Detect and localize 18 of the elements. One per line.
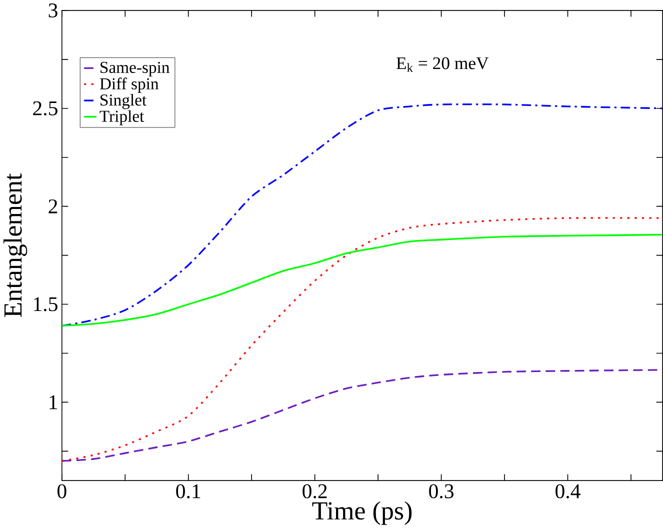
y-tick-label: 2	[48, 199, 58, 214]
y-axis-title: Entanglement	[3, 173, 28, 317]
x-tick-label: 0.2	[302, 484, 327, 498]
y-tick-label: 1.5	[34, 297, 58, 312]
y-tick-label: 3	[48, 3, 58, 18]
legend-label: Singlet	[100, 94, 147, 109]
x-tick-label: 0	[58, 484, 66, 498]
x-tick-label: 0.3	[429, 484, 454, 498]
x-tick-label: 0.1	[176, 484, 200, 498]
x-tick-label: 0.4	[556, 484, 580, 498]
x-axis-title: Time (ps)	[312, 501, 412, 525]
y-tick-label: 1	[50, 395, 57, 409]
y-tick-label: 2.5	[33, 101, 58, 116]
legend-label: Diff spin	[100, 77, 159, 93]
legend-label: Same-spin	[100, 62, 170, 76]
line-series	[62, 234, 663, 326]
annotation: E$_{k}$ = 20 meV	[396, 57, 489, 72]
legend-label: Triplet	[100, 110, 144, 126]
